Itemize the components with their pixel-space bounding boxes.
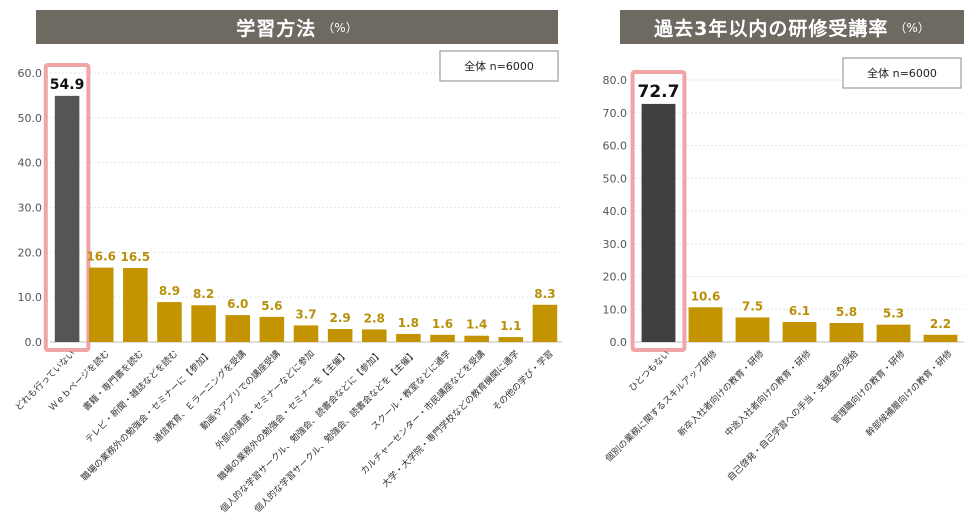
left-chart-data-label: 1.8 <box>398 316 419 330</box>
left-chart-ytick-label: 20.0 <box>18 246 43 259</box>
left-chart-ytick-label: 0.0 <box>25 336 43 349</box>
right-chart-category-label: 新卒入社者向けの教育・研修 <box>675 348 766 439</box>
left-chart-bar <box>361 329 387 342</box>
left-chart-data-label: 16.6 <box>86 250 116 264</box>
right-chart-ytick-label: 60.0 <box>603 140 628 153</box>
left-chart-bar <box>532 304 558 342</box>
left-chart-data-label: 8.3 <box>534 287 555 301</box>
right-chart-header: 過去3年以内の研修受講率 （%） <box>620 10 964 44</box>
right-chart-sample-note-box <box>842 57 962 89</box>
left-chart-data-label: 6.0 <box>227 297 248 311</box>
right-chart-category-label: ひとつもない <box>627 348 673 394</box>
left-chart-bar <box>157 302 182 342</box>
left-chart-ytick-label: 30.0 <box>18 202 43 215</box>
left-chart-bar <box>464 335 489 342</box>
right-chart-unit: （%） <box>894 20 930 35</box>
left-chart-bar <box>396 333 421 342</box>
left-chart-ytick-label: 40.0 <box>18 157 43 170</box>
right-chart-data-label: 6.1 <box>789 304 810 318</box>
right-chart-bar <box>782 322 817 342</box>
right-chart-ytick-label: 0.0 <box>610 336 628 349</box>
left-chart-sample-note: 全体 n=6000 <box>464 59 534 73</box>
left-chart-data-label: 54.9 <box>50 77 85 93</box>
left-chart-bar <box>498 337 524 342</box>
right-chart-bar <box>829 323 864 342</box>
right-chart-data-label: 7.5 <box>742 299 763 313</box>
left-chart-sample-note-box <box>439 50 559 82</box>
left-chart-unit: （%） <box>322 20 358 35</box>
left-chart-bar <box>225 315 251 342</box>
right-chart-highlight-box <box>630 70 687 352</box>
left-chart-ytick-label: 60.0 <box>18 67 43 80</box>
right-chart-ytick-label: 40.0 <box>603 205 628 218</box>
right-chart-bar <box>641 103 676 342</box>
left-chart-data-label: 3.7 <box>295 307 316 321</box>
left-chart-bar <box>123 268 148 342</box>
left-chart-ytick-label: 10.0 <box>18 291 43 304</box>
left-chart-bar <box>54 95 80 343</box>
left-chart-title: 学習方法 <box>236 17 317 40</box>
right-chart-category-label: 幹部候補層向けの教育・研修 <box>863 348 954 439</box>
right-chart-ytick-label: 80.0 <box>603 74 628 87</box>
left-chart-data-label: 2.9 <box>330 311 351 325</box>
left-chart-bar <box>88 267 114 342</box>
left-chart-header: 学習方法 （%） <box>36 10 558 44</box>
right-chart-sample-note: 全体 n=6000 <box>867 66 937 80</box>
right-chart-data-label: 5.3 <box>883 307 904 321</box>
left-chart-bar <box>259 316 285 342</box>
right-chart-category-label: 中途入社者向けの教育・研修 <box>722 348 813 439</box>
right-chart-data-label: 5.8 <box>836 305 857 319</box>
left-chart-bar <box>191 305 216 342</box>
left-chart-data-label: 8.9 <box>159 284 180 298</box>
left-chart-bar <box>327 328 353 342</box>
left-chart-data-label: 16.5 <box>121 250 151 264</box>
left-chart-ytick-label: 50.0 <box>18 112 43 125</box>
left-chart-bar <box>430 334 455 342</box>
left-chart-data-label: 8.2 <box>193 287 214 301</box>
right-chart-bar <box>923 334 958 342</box>
right-chart-title: 過去3年以内の研修受講率 <box>654 17 889 40</box>
right-chart-data-label: 2.2 <box>930 317 951 331</box>
left-chart-highlight-box <box>43 63 91 352</box>
right-chart-bar <box>876 324 911 342</box>
right-chart-ytick-label: 50.0 <box>603 172 628 185</box>
right-chart-data-label: 72.7 <box>638 82 680 102</box>
left-chart-data-label: 1.1 <box>500 319 521 333</box>
left-chart-data-label: 1.4 <box>466 318 487 332</box>
left-chart-data-label: 5.6 <box>261 299 282 313</box>
right-chart-bar <box>735 317 770 342</box>
right-chart-ytick-label: 20.0 <box>603 271 628 284</box>
right-chart-ytick-label: 30.0 <box>603 238 628 251</box>
left-chart-bar <box>293 325 319 342</box>
left-chart-data-label: 2.8 <box>364 311 385 325</box>
left-chart-data-label: 1.6 <box>432 317 453 331</box>
right-chart-bar <box>688 307 723 342</box>
right-chart-ytick-label: 70.0 <box>603 107 628 120</box>
right-chart-ytick-label: 10.0 <box>603 303 628 316</box>
right-chart-data-label: 10.6 <box>691 289 721 303</box>
